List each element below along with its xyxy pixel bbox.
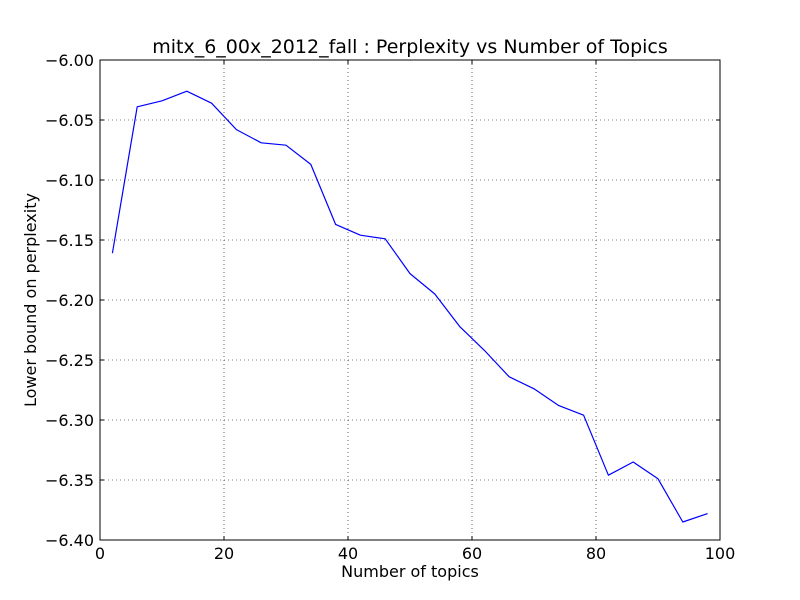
y-tick-label: −6.40 [45,531,94,550]
y-tick-label: −6.35 [45,471,94,490]
x-tick-label: 80 [586,544,606,563]
y-tick-label: −6.15 [45,231,94,250]
y-axis-label: Lower bound on perplexity [21,193,40,407]
x-tick-label: 40 [338,544,358,563]
x-tick-label: 0 [95,544,105,563]
x-tick-label: 100 [705,544,736,563]
y-tick-label: −6.05 [45,111,94,130]
y-tick-label: −6.00 [45,51,94,70]
x-tick-label: 60 [462,544,482,563]
plot-frame [99,59,721,541]
x-axis-label: Number of topics [341,562,479,581]
y-tick-label: −6.20 [45,291,94,310]
y-tick-label: −6.30 [45,411,94,430]
series-line [111,90,708,523]
x-tick-label: 20 [214,544,234,563]
chart-title: mitx_6_00x_2012_fall : Perplexity vs Num… [152,36,668,58]
y-tick-label: −6.10 [45,171,94,190]
y-tick-label: −6.25 [45,351,94,370]
